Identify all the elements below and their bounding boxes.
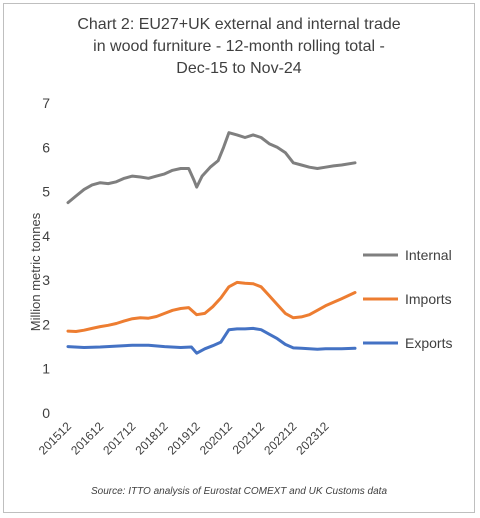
series-line-internal [66,131,357,205]
y-tick-label: 7 [42,95,50,111]
series-line-exports [66,326,357,355]
chart-title-line-2: in wood furniture - 12-month rolling tot… [93,38,385,55]
x-tick-label: 201912 [165,419,203,457]
chart-title-line-3: Dec-15 to Nov-24 [176,60,302,77]
y-tick-label: 5 [42,184,50,200]
x-tick-label: 201712 [100,419,138,457]
x-tick-label: 201612 [68,419,106,457]
legend-label-imports: Imports [405,291,452,307]
y-tick-label: 1 [42,361,50,377]
y-axis-ticks: 0 1 2 3 4 5 6 7 [42,95,50,421]
y-tick-label: 4 [42,228,50,244]
y-tick-label: 0 [42,405,50,421]
legend: Internal Imports Exports [363,247,452,351]
chart-title: Chart 2: EU27+UK external and internal t… [0,14,478,80]
x-tick-label: 202012 [197,419,235,457]
x-tick-label: 202112 [230,419,268,457]
chart-frame [3,3,475,513]
source-note: Source: ITTO analysis of Eurostat COMEXT… [90,486,388,497]
x-tick-label: 202212 [261,419,299,457]
y-tick-label: 6 [42,139,50,155]
legend-label-internal: Internal [405,247,452,263]
x-tick-label: 201512 [36,419,74,457]
chart-title-line-1: Chart 2: EU27+UK external and internal t… [77,16,401,33]
y-tick-label: 3 [42,272,50,288]
series-line-imports [66,280,357,333]
series-lines [66,131,357,355]
y-tick-label: 2 [42,316,50,332]
x-tick-label: 202312 [293,419,331,457]
y-axis-label: Million metric tonnes [28,212,43,331]
legend-label-exports: Exports [405,335,452,351]
x-axis-ticks: 2015122016122017122018122019122020122021… [36,419,332,457]
x-tick-label: 201812 [132,419,170,457]
